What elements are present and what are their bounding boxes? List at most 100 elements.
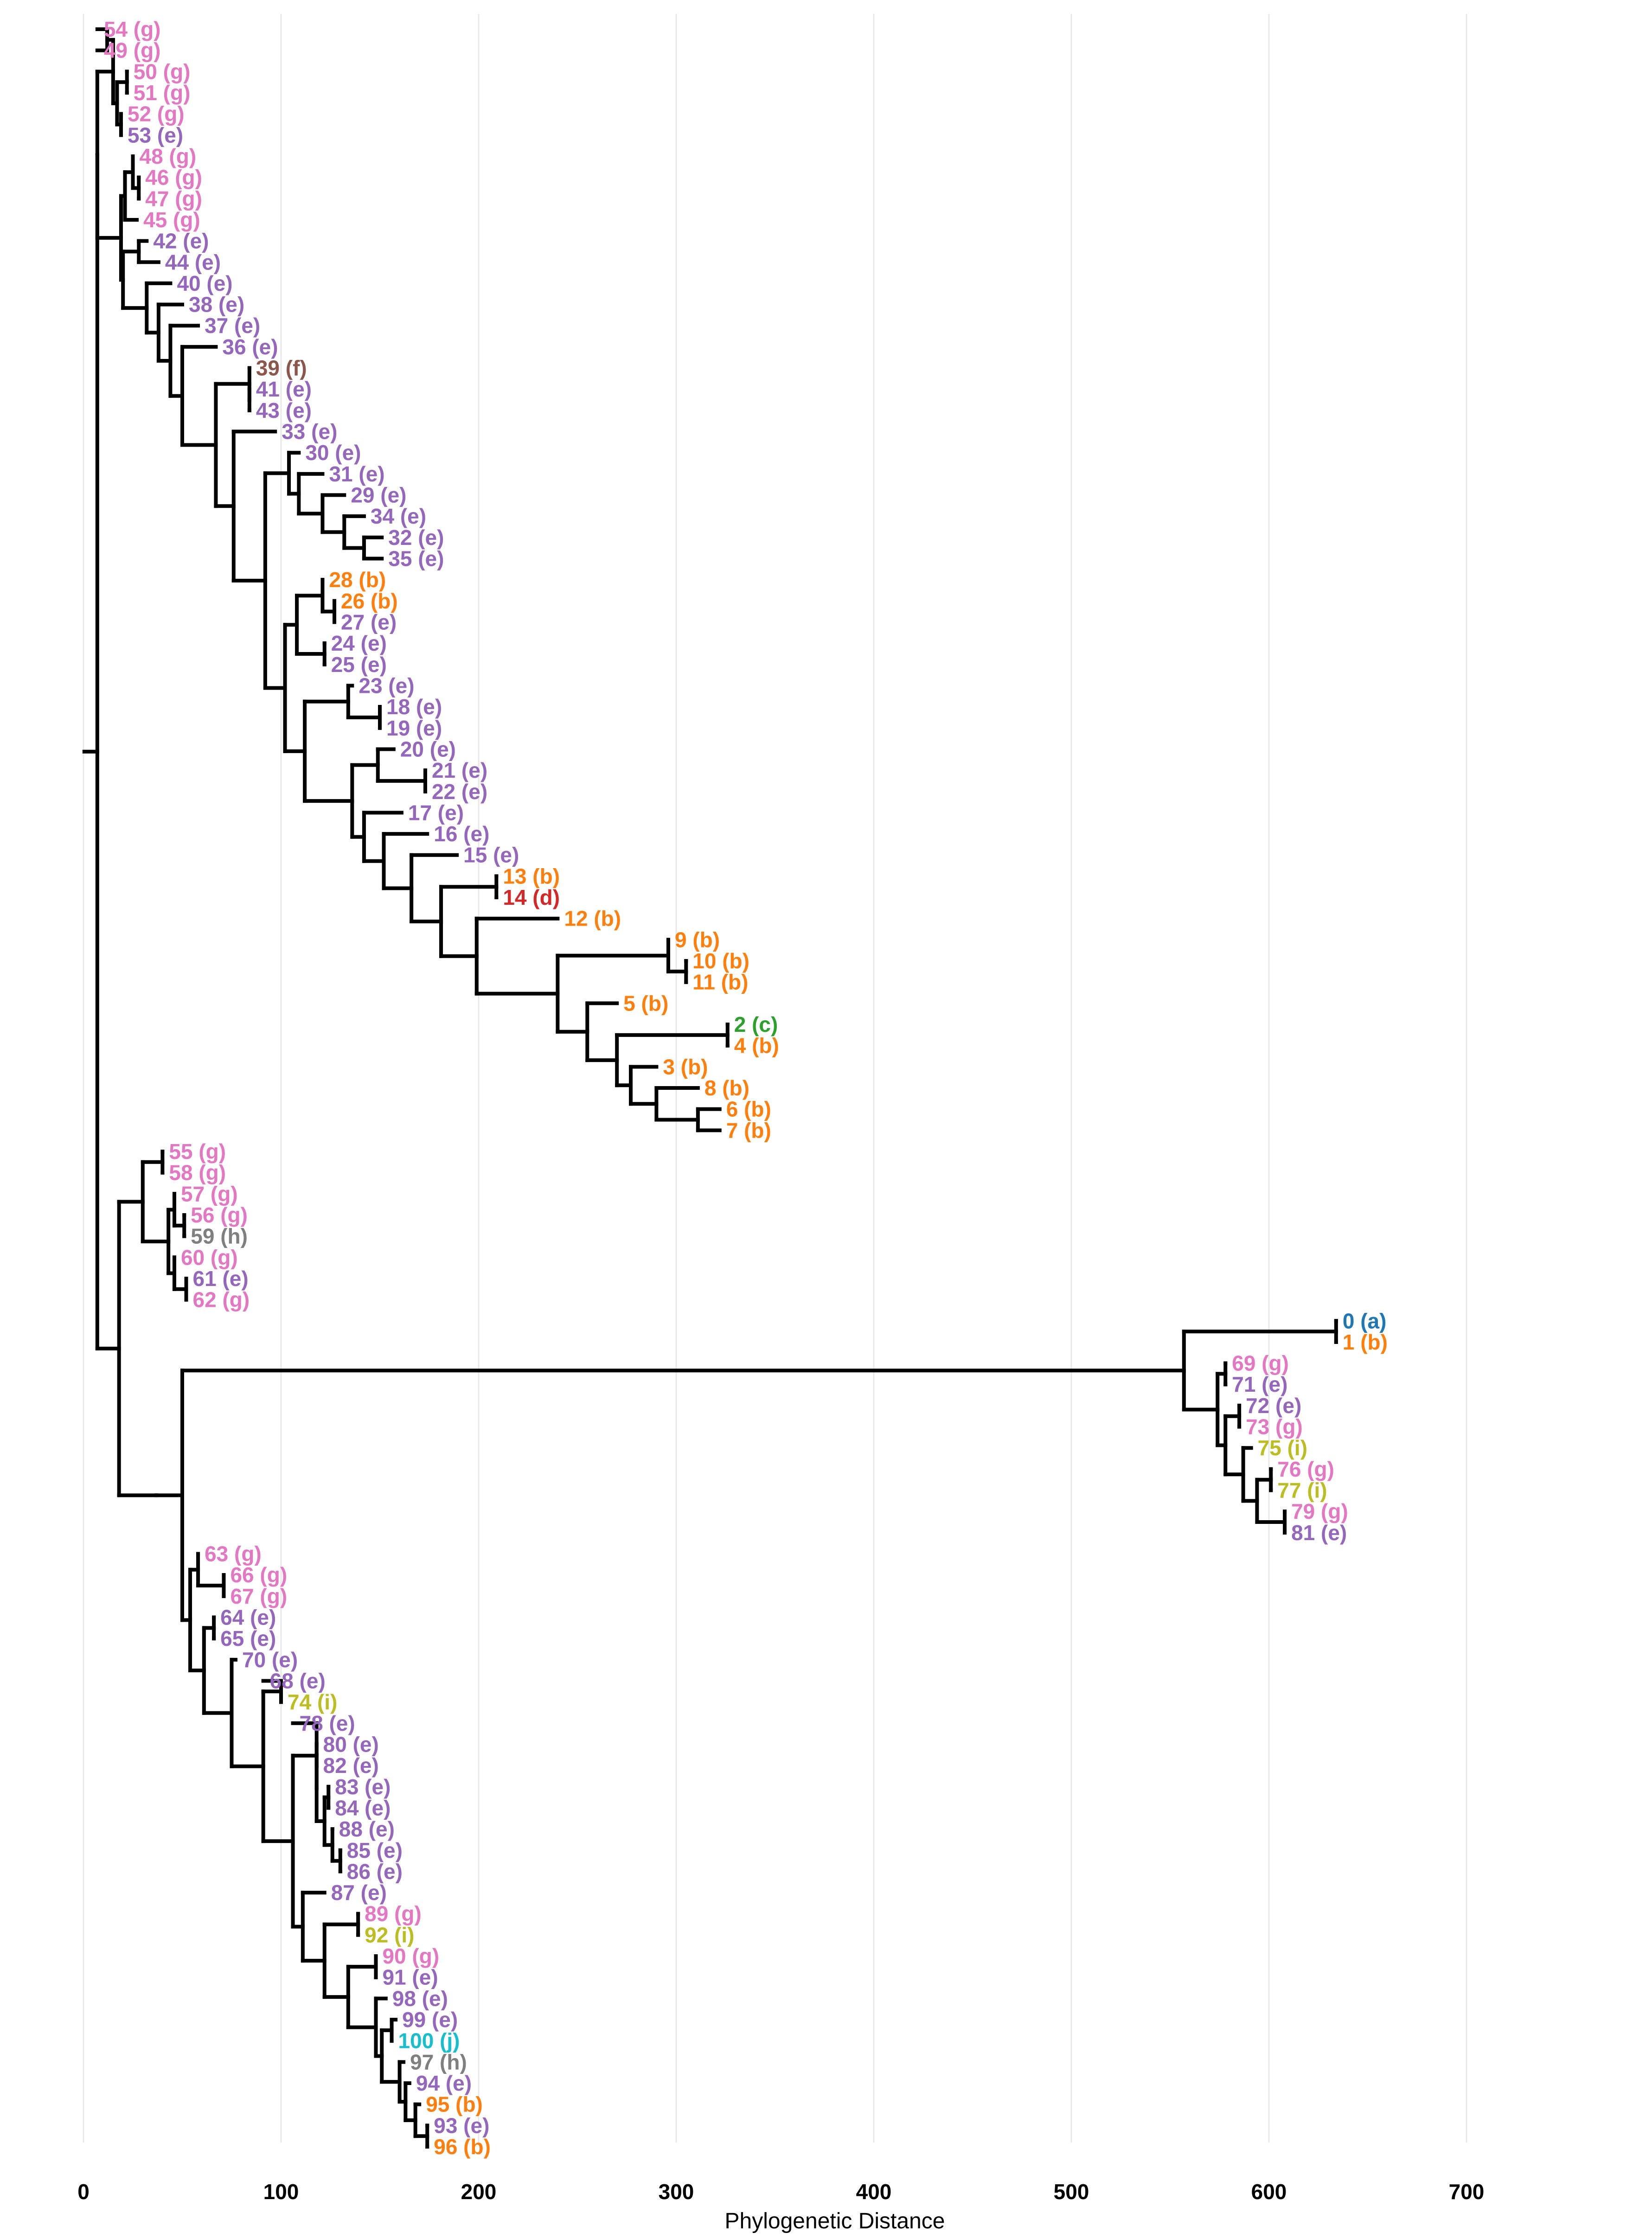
leaf-label-84: 84 (e) <box>335 1796 391 1820</box>
x-axis-title: Phylogenetic Distance <box>725 2209 945 2233</box>
leaf-label-64: 64 (e) <box>220 1606 276 1630</box>
leaf-label-50: 50 (g) <box>134 59 191 83</box>
leaf-label-53: 53 (e) <box>128 123 183 147</box>
tree-branches <box>82 27 1338 2149</box>
leaf-label-59: 59 (h) <box>191 1224 248 1248</box>
leaf-labels: 54 (g)49 (g)50 (g)51 (g)52 (g)53 (e)48 (… <box>104 17 1388 2159</box>
leaf-label-4: 4 (b) <box>734 1034 779 1058</box>
leaf-label-77: 77 (i) <box>1277 1478 1327 1503</box>
leaf-label-91: 91 (e) <box>382 1965 438 1990</box>
x-tick-label-300: 300 <box>659 2180 694 2204</box>
leaf-label-97: 97 (h) <box>410 2050 467 2074</box>
leaf-label-95: 95 (b) <box>426 2092 483 2117</box>
leaf-label-90: 90 (g) <box>382 1944 439 1968</box>
leaf-label-43: 43 (e) <box>256 398 312 422</box>
leaf-label-62: 62 (g) <box>193 1288 250 1312</box>
leaf-label-32: 32 (e) <box>388 525 444 550</box>
leaf-label-19: 19 (e) <box>386 716 442 740</box>
leaf-label-6: 6 (b) <box>726 1097 771 1121</box>
leaf-label-99: 99 (e) <box>402 2008 458 2032</box>
leaf-label-3: 3 (b) <box>663 1055 708 1079</box>
leaf-label-86: 86 (e) <box>347 1859 403 1883</box>
leaf-label-70: 70 (e) <box>242 1648 298 1672</box>
leaf-label-44: 44 (e) <box>165 250 221 274</box>
leaf-label-30: 30 (e) <box>305 441 361 465</box>
leaf-label-34: 34 (e) <box>371 504 426 528</box>
leaf-label-27: 27 (e) <box>341 610 397 634</box>
x-axis-ticks: 0 100 200 300 400 500 600 700 <box>77 2180 1484 2204</box>
leaf-label-81: 81 (e) <box>1291 1521 1347 1545</box>
leaf-label-29: 29 (e) <box>351 483 406 507</box>
leaf-label-52: 52 (g) <box>128 102 185 126</box>
leaf-label-80: 80 (e) <box>323 1732 379 1756</box>
leaf-label-79: 79 (g) <box>1291 1499 1348 1523</box>
leaf-label-60: 60 (g) <box>181 1245 238 1269</box>
x-tick-label-200: 200 <box>461 2180 497 2204</box>
leaf-label-55: 55 (g) <box>169 1139 226 1164</box>
leaf-label-56: 56 (g) <box>191 1203 248 1227</box>
leaf-label-26: 26 (b) <box>341 589 398 613</box>
leaf-label-88: 88 (e) <box>339 1817 395 1841</box>
leaf-label-10: 10 (b) <box>692 949 749 973</box>
leaf-label-57: 57 (g) <box>181 1182 238 1206</box>
leaf-label-38: 38 (e) <box>189 293 244 317</box>
leaf-label-22: 22 (e) <box>432 780 487 804</box>
leaf-label-67: 67 (g) <box>230 1584 287 1608</box>
leaf-label-31: 31 (e) <box>329 462 384 486</box>
leaf-label-89: 89 (g) <box>365 1902 422 1926</box>
leaf-label-15: 15 (e) <box>463 843 519 867</box>
leaf-label-93: 93 (e) <box>434 2113 489 2137</box>
leaf-label-8: 8 (b) <box>704 1076 749 1100</box>
leaf-label-68: 68 (e) <box>270 1669 326 1693</box>
leaf-label-20: 20 (e) <box>400 737 456 761</box>
leaf-label-49: 49 (g) <box>104 38 161 63</box>
leaf-label-94: 94 (e) <box>416 2071 472 2095</box>
leaf-label-9: 9 (b) <box>675 928 720 952</box>
leaf-label-76: 76 (g) <box>1277 1457 1334 1481</box>
leaf-label-21: 21 (e) <box>432 758 487 782</box>
leaf-label-75: 75 (i) <box>1258 1436 1307 1460</box>
x-tick-label-0: 0 <box>77 2180 90 2204</box>
leaf-label-17: 17 (e) <box>408 800 464 825</box>
leaf-label-92: 92 (i) <box>365 1923 414 1947</box>
leaf-label-85: 85 (e) <box>347 1838 403 1862</box>
leaf-label-72: 72 (e) <box>1246 1394 1301 1418</box>
leaf-label-37: 37 (e) <box>205 313 260 338</box>
leaf-label-82: 82 (e) <box>323 1753 379 1778</box>
leaf-label-66: 66 (g) <box>230 1563 287 1587</box>
leaf-label-47: 47 (g) <box>145 186 202 211</box>
leaf-label-24: 24 (e) <box>331 631 387 655</box>
leaf-label-87: 87 (e) <box>331 1881 387 1905</box>
leaf-label-100: 100 (j) <box>398 2029 460 2053</box>
leaf-label-2: 2 (c) <box>734 1012 778 1036</box>
leaf-label-1: 1 (b) <box>1343 1330 1388 1354</box>
leaf-label-41: 41 (e) <box>256 377 312 401</box>
x-tick-label-700: 700 <box>1449 2180 1485 2204</box>
leaf-label-83: 83 (e) <box>335 1775 391 1799</box>
leaf-label-13: 13 (b) <box>503 864 560 888</box>
leaf-label-35: 35 (e) <box>388 547 444 571</box>
x-tick-label-400: 400 <box>856 2180 892 2204</box>
leaf-label-45: 45 (g) <box>143 208 200 232</box>
leaf-label-63: 63 (g) <box>205 1542 262 1566</box>
leaf-label-36: 36 (e) <box>222 335 278 359</box>
leaf-label-48: 48 (g) <box>140 144 197 168</box>
x-tick-label-100: 100 <box>263 2180 299 2204</box>
leaf-label-14: 14 (d) <box>503 885 560 909</box>
leaf-label-7: 7 (b) <box>726 1118 771 1142</box>
leaf-label-61: 61 (e) <box>193 1267 249 1291</box>
leaf-label-65: 65 (e) <box>220 1626 276 1650</box>
leaf-label-39: 39 (f) <box>256 356 307 380</box>
x-tick-label-600: 600 <box>1251 2180 1287 2204</box>
leaf-label-58: 58 (g) <box>169 1161 226 1185</box>
leaf-label-25: 25 (e) <box>331 653 387 677</box>
leaf-label-40: 40 (e) <box>177 271 232 295</box>
leaf-label-11: 11 (b) <box>692 970 748 994</box>
leaf-label-51: 51 (g) <box>134 81 191 105</box>
leaf-label-18: 18 (e) <box>386 695 442 719</box>
leaf-label-23: 23 (e) <box>359 673 414 697</box>
grid-lines <box>83 14 1467 2143</box>
leaf-label-12: 12 (b) <box>564 907 621 931</box>
leaf-label-78: 78 (e) <box>300 1711 355 1735</box>
